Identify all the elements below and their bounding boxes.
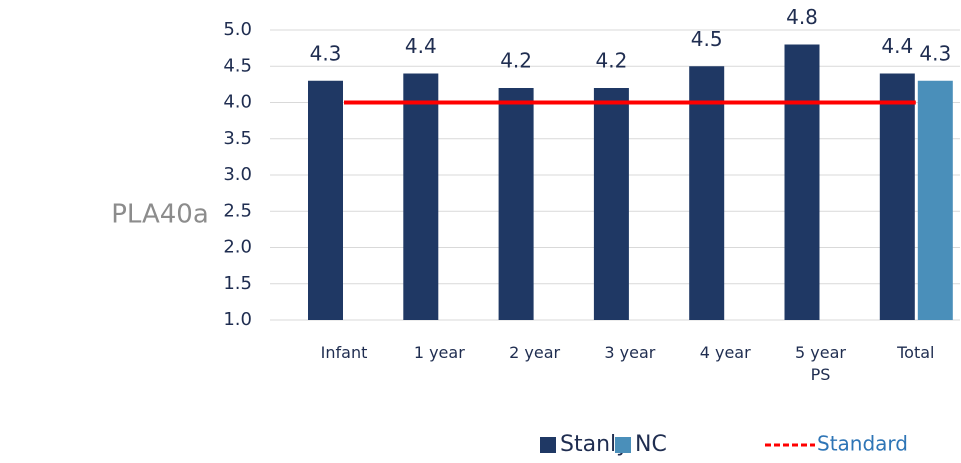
bar: [308, 80, 343, 320]
bar: [593, 88, 629, 320]
value-label: 4.5: [691, 27, 723, 51]
legend-label: Standard: [817, 432, 908, 456]
value-label: 4.3: [310, 41, 342, 65]
y-tick-label: 2.0: [223, 237, 252, 258]
y-tick-label: 3.5: [223, 128, 252, 149]
x-tick-label: Total: [897, 343, 935, 362]
x-tick-label: 2 year: [509, 343, 561, 362]
legend-label: NC: [635, 432, 667, 457]
bar: [784, 44, 820, 320]
x-tick-label: Infant: [320, 343, 368, 362]
y-tick-label: 4.0: [223, 92, 252, 113]
bar: [498, 88, 534, 320]
y-tick-label: 4.5: [223, 55, 252, 76]
bar: [403, 73, 439, 320]
value-label: 4.4: [405, 34, 437, 58]
value-label: 4.3: [919, 41, 951, 65]
x-tick-label: 5 year PS: [795, 343, 846, 384]
chart-title: PLA40a: [111, 200, 209, 230]
y-tick-label: 2.5: [223, 200, 252, 221]
bar: [917, 80, 953, 320]
y-tick-label: 1.0: [223, 309, 252, 330]
value-label: 4.2: [500, 49, 532, 73]
bar: [689, 66, 725, 320]
value-label: 4.2: [595, 49, 627, 73]
y-tick-label: 3.0: [223, 164, 252, 185]
y-tick-label: 5.0: [223, 19, 252, 40]
bar: [879, 73, 915, 320]
x-tick-label: 3 year: [604, 343, 656, 362]
x-tick-label: 4 year: [699, 343, 751, 362]
legend-marker: [540, 437, 556, 453]
value-label: 4.4: [881, 34, 913, 58]
legend-marker: [615, 437, 631, 453]
x-tick-label: 1 year: [413, 343, 465, 362]
value-label: 4.8: [786, 5, 818, 29]
y-tick-label: 1.5: [223, 273, 252, 294]
